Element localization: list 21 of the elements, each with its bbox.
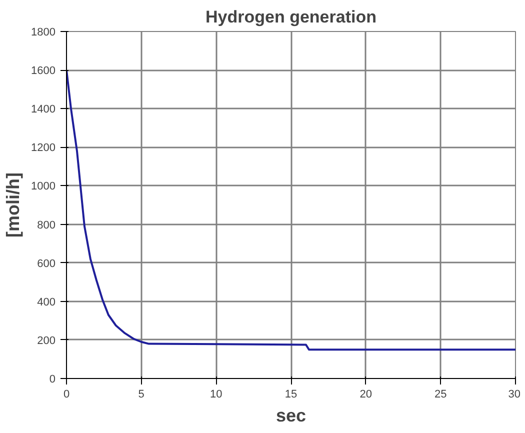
- x-tick-label: 20: [360, 388, 372, 400]
- y-tick-label: 800: [37, 219, 56, 232]
- y-tick-label: 400: [37, 296, 56, 308]
- x-tick-label: 0: [63, 388, 70, 400]
- y-tick-label: 1200: [31, 142, 56, 154]
- x-tick-label: 15: [284, 388, 298, 400]
- x-axis-title: sec: [276, 406, 306, 426]
- y-tick-label: 0: [49, 374, 56, 386]
- y-tick-label: 1000: [31, 180, 56, 193]
- x-tick-label: 5: [138, 388, 144, 400]
- y-tick-label: 1400: [31, 104, 56, 116]
- y-tick-label: 1600: [31, 65, 56, 78]
- y-axis-title: [moli/h]: [3, 172, 24, 238]
- x-tick-label: 30: [508, 388, 521, 400]
- y-tick-label: 200: [37, 334, 56, 347]
- y-tick-label: 1800: [31, 26, 56, 38]
- x-tick-label: 25: [434, 388, 447, 400]
- chart-title: Hydrogen generation: [206, 8, 376, 26]
- x-tick-label: 10: [210, 388, 222, 400]
- line-series: [66, 69, 516, 351]
- y-tick-label: 600: [37, 258, 56, 270]
